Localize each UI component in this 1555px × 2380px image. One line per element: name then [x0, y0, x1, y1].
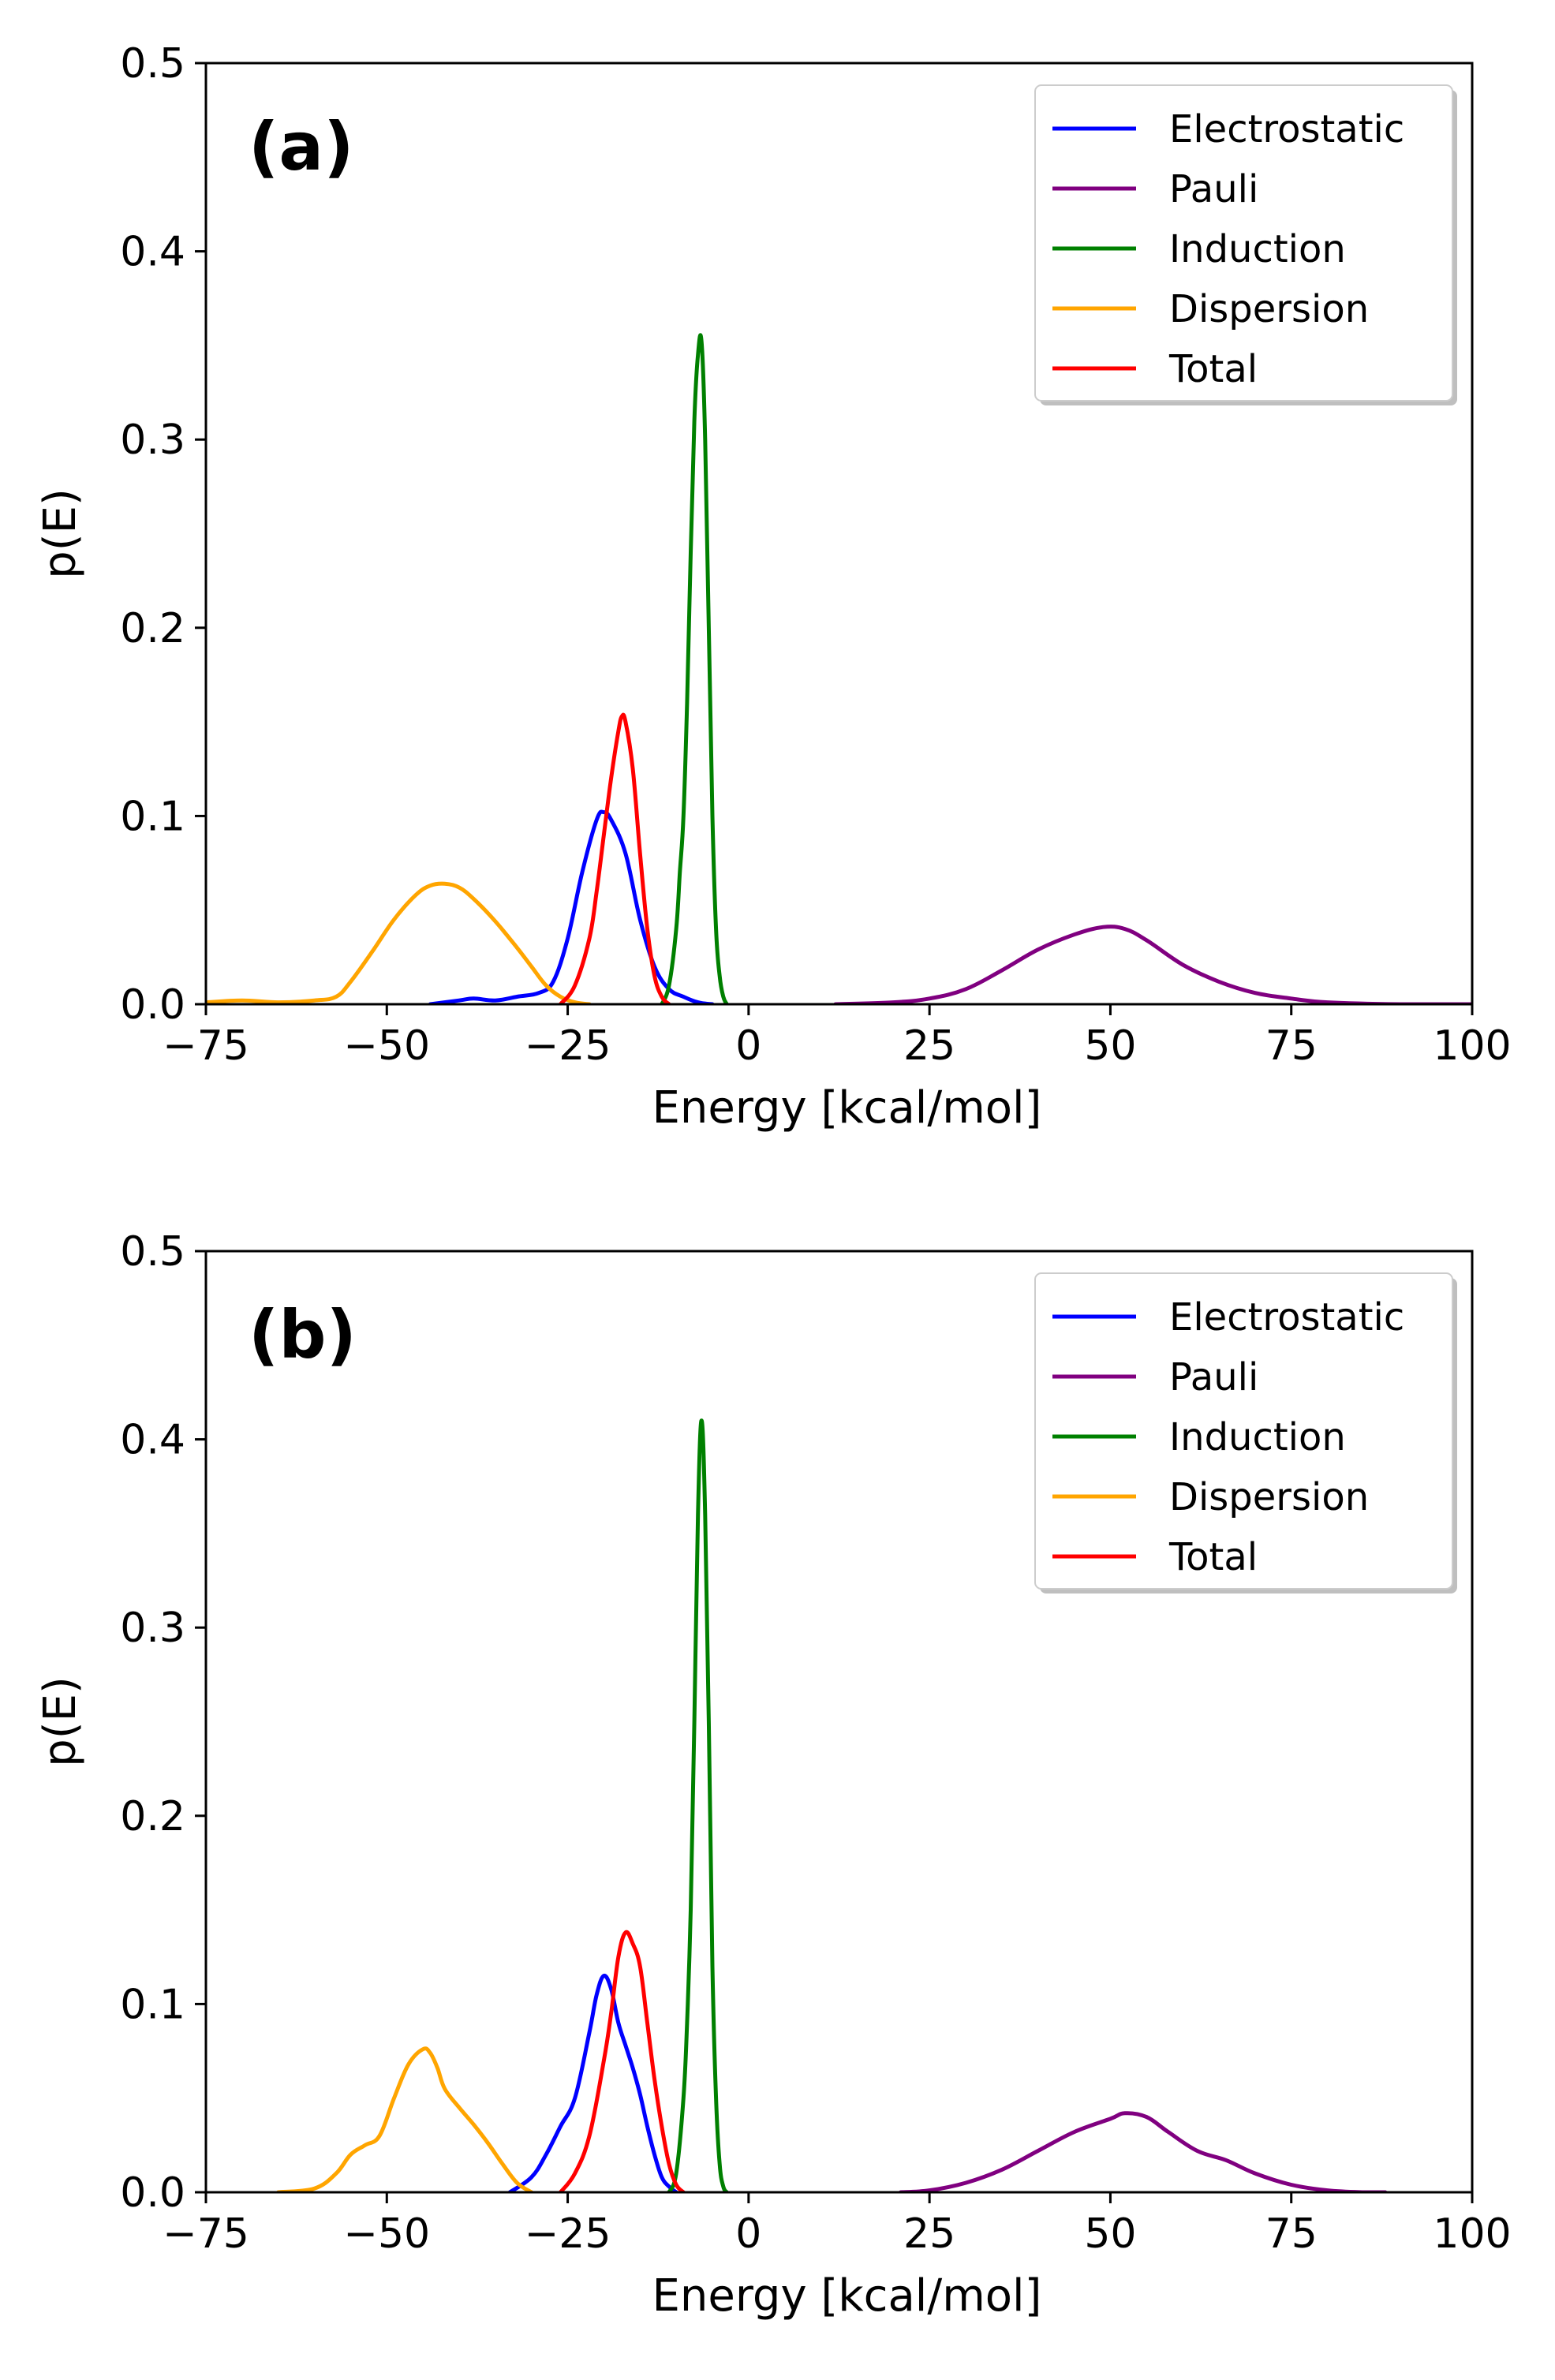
y-tick-label: 0.1 [120, 1981, 185, 2028]
legend-label-electrostatic: Electrostatic [1169, 1295, 1404, 1339]
y-tick-label: 0.3 [120, 417, 185, 464]
legend-box [1034, 84, 1453, 402]
series-line-dispersion [206, 881, 592, 1004]
x-tick-label: −50 [343, 1022, 430, 1070]
x-tick-label: 50 [1084, 2210, 1136, 2258]
y-tick-label: 0.2 [120, 605, 185, 652]
y-tick-label: 0.4 [120, 1417, 185, 1464]
chart-panel-a: −75 −50 −25 0 25 50 75 100 0.0 0.1 0.2 0.3 0.4 0.5 Ene… [35, 40, 1512, 1134]
x-tick-label: −50 [343, 2210, 430, 2258]
panel-label: (a) [249, 108, 353, 185]
series-line-electrostatic [507, 1974, 678, 2192]
x-tick-label: 25 [903, 1022, 955, 1070]
series-line-dispersion [276, 2046, 534, 2192]
x-tick-label: −25 [525, 1022, 611, 1070]
series-group [206, 333, 1472, 1004]
x-tick-label: −75 [163, 1022, 249, 1070]
series-line-pauli [899, 2111, 1388, 2192]
legend-label-total: Total [1168, 347, 1258, 391]
y-tick-label: 0.1 [120, 793, 185, 840]
x-tick-label: 100 [1433, 1022, 1511, 1070]
x-tick-label: 25 [903, 2210, 955, 2258]
panel-label: (b) [249, 1296, 357, 1373]
legend: Electrostatic Pauli Induction Dispersion Tot… [1034, 1272, 1457, 1594]
legend: Electrostatic Pauli Induction Dispersion Tot… [1034, 84, 1457, 405]
y-axis-title: p(E) [35, 1676, 86, 1767]
legend-label-pauli: Pauli [1169, 1355, 1258, 1399]
series-line-total [558, 712, 671, 1004]
legend-label-dispersion: Dispersion [1169, 287, 1369, 331]
y-tick-label: 0.2 [120, 1793, 185, 1840]
y-tick-label: 0.3 [120, 1605, 185, 1652]
x-axis-title: Energy [kcal/mol] [652, 1082, 1042, 1134]
series-line-total [558, 1930, 686, 2192]
plot-frame [204, 62, 1474, 1006]
x-tick-label: 75 [1265, 2210, 1318, 2258]
y-tick-label: 0.0 [120, 2169, 185, 2217]
legend-box [1034, 1272, 1453, 1590]
legend-label-electrostatic: Electrostatic [1169, 107, 1404, 151]
legend-label-induction: Induction [1169, 1415, 1346, 1459]
y-axis-title: p(E) [35, 488, 86, 579]
x-tick-label: 0 [735, 2210, 761, 2258]
legend-label-dispersion: Dispersion [1169, 1475, 1369, 1519]
x-tick-label: 0 [735, 1022, 761, 1070]
x-tick-label: 100 [1433, 2210, 1511, 2258]
x-tick-label: 75 [1265, 1022, 1318, 1070]
plot-frame [204, 1250, 1474, 2194]
x-tick-label: −25 [525, 2210, 611, 2258]
legend-label-total: Total [1168, 1535, 1258, 1579]
legend-label-induction: Induction [1169, 227, 1346, 271]
legend-label-pauli: Pauli [1169, 167, 1258, 211]
x-axis-title: Energy [kcal/mol] [652, 2270, 1042, 2322]
series-line-pauli [833, 925, 1472, 1004]
y-tick-label: 0.0 [120, 981, 185, 1029]
y-tick-label: 0.5 [120, 1228, 185, 1276]
y-tick-label: 0.4 [120, 229, 185, 276]
x-tick-label: −75 [163, 2210, 249, 2258]
series-line-induction [660, 333, 729, 1004]
series-group [276, 1418, 1388, 2192]
series-line-induction [667, 1418, 729, 2192]
y-tick-label: 0.5 [120, 40, 185, 88]
chart-panel-b: −75 −50 −25 0 25 50 75 100 0.0 0.1 0.2 0.3 0.4 0.5 Ene… [35, 1228, 1512, 2322]
x-tick-label: 50 [1084, 1022, 1136, 1070]
